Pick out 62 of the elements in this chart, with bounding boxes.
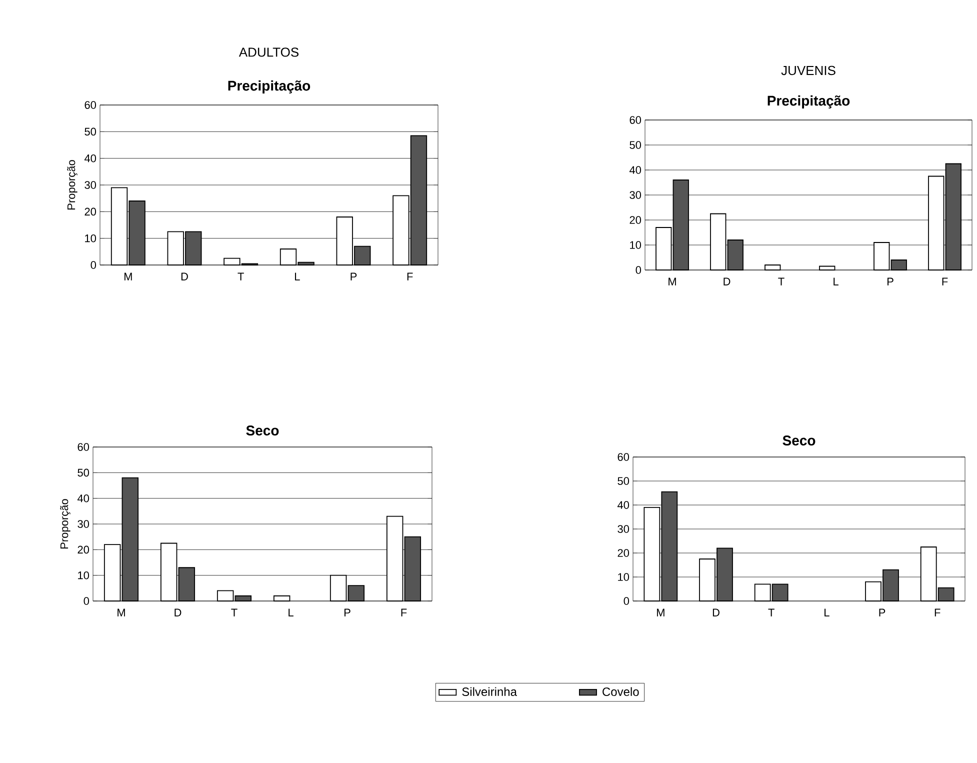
x-tick-label: D [712, 608, 720, 616]
y-tick-label: 0 [624, 597, 630, 605]
chart-title: Precipitação [768, 95, 850, 108]
x-tick-label: F [934, 608, 940, 616]
y-tick-label: 10 [618, 573, 630, 581]
y-tick-label: 20 [618, 549, 630, 557]
y-tick-label: 30 [618, 525, 630, 533]
y-tick-label: 10 [630, 241, 642, 249]
y-axis-title: Proporção [60, 499, 70, 548]
x-tick-label: D [724, 278, 730, 286]
y-tick-label: 40 [617, 501, 630, 509]
x-tick-label: F [942, 278, 948, 286]
x-tick-label: T [231, 608, 238, 616]
x-tick-label: P [344, 608, 350, 616]
y-tick-label: 60 [78, 443, 90, 451]
chart-title: Seco [782, 436, 816, 446]
x-tick-label: L [288, 608, 294, 616]
x-tick-label: P [888, 278, 894, 286]
y-tick-label: 30 [630, 191, 642, 199]
legend-label: Silveirinha [462, 687, 517, 696]
y-tick-label: 10 [78, 571, 90, 580]
legend-label: Covelo [602, 687, 639, 696]
y-tick-label: 10 [85, 234, 96, 242]
y-tick-label: 40 [77, 494, 90, 502]
chart-title: Seco [246, 426, 279, 436]
x-tick-label: M [657, 608, 664, 616]
x-tick-label: F [401, 608, 407, 616]
x-tick-label: M [118, 608, 125, 616]
y-tick-label: 40 [84, 154, 96, 162]
x-tick-label: T [768, 608, 774, 616]
x-tick-label: F [407, 272, 413, 280]
x-tick-label: P [350, 272, 357, 280]
x-tick-label: T [778, 278, 784, 286]
y-tick-label: 40 [629, 166, 642, 174]
y-tick-label: 60 [630, 116, 642, 124]
y-tick-label: 20 [630, 216, 642, 224]
y-tick-label: 50 [78, 468, 90, 477]
y-tick-label: 0 [84, 597, 90, 605]
x-tick-label: D [181, 272, 188, 280]
x-tick-label: D [174, 608, 182, 616]
y-tick-label: 30 [84, 181, 96, 189]
y-tick-label: 20 [78, 546, 90, 554]
y-tick-label: 20 [84, 208, 96, 216]
x-tick-label: T [238, 272, 244, 280]
y-tick-label: 0 [636, 266, 642, 274]
chart-title: Precipitação [228, 80, 310, 94]
x-tick-label: M [668, 278, 676, 286]
x-tick-label: L [834, 278, 838, 286]
x-tick-label: M [124, 272, 132, 280]
x-tick-label: P [879, 608, 886, 616]
y-tick-label: 60 [84, 101, 96, 109]
x-tick-label: L [295, 272, 300, 280]
y-tick-label: 0 [90, 261, 96, 269]
y-axis-title: Proporção [67, 160, 78, 210]
y-tick-label: 50 [618, 477, 630, 485]
y-tick-label: 50 [84, 128, 96, 136]
text: ADULTOS [238, 48, 299, 57]
y-tick-label: 60 [618, 453, 630, 461]
y-tick-label: 50 [630, 141, 642, 149]
text: JUVENIS [781, 66, 836, 76]
x-tick-label: L [824, 608, 830, 616]
y-tick-label: 30 [78, 520, 90, 528]
